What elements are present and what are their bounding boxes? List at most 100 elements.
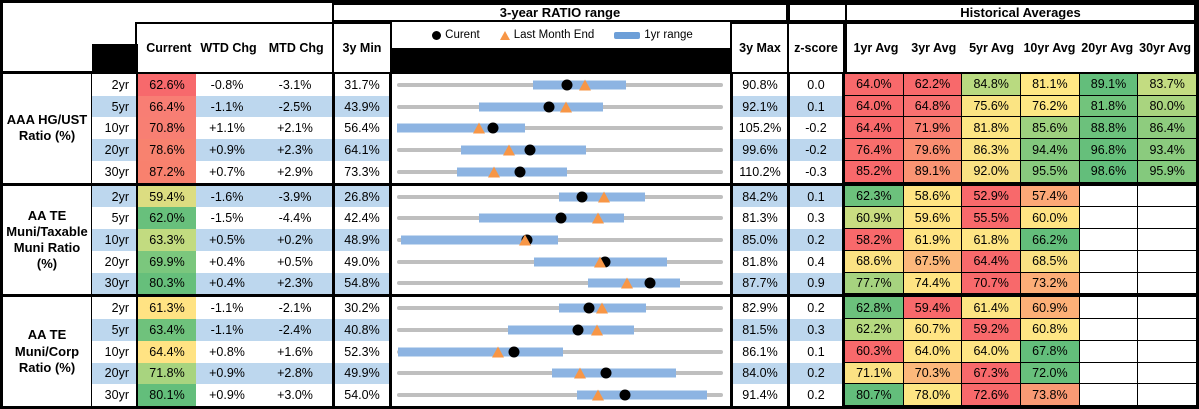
- last-month-triangle: [591, 324, 604, 336]
- avg-cell: [1079, 250, 1139, 273]
- range-bar-icon: [614, 31, 641, 39]
- avg-cell: [1138, 272, 1197, 295]
- avg-cell: 60.7%: [903, 319, 963, 341]
- last-month-triangle: [578, 79, 591, 91]
- 3y-max-cell: 82.9%: [733, 297, 790, 320]
- avg-cell: 83.7%: [1138, 74, 1197, 96]
- wtd-chg-cell: +1.1%: [209, 121, 245, 136]
- z-score-cell: 0.2: [790, 297, 845, 320]
- avg-cell: 64.8%: [903, 95, 963, 118]
- table-row: 5yr 66.4% -1.1% -2.5% 43.9% 92.1% 0.1 64.0% 64.8…: [92, 95, 1197, 118]
- 3y-max-cell: 81.8%: [733, 250, 790, 273]
- table-row: 10yr 63.3% +0.5% +0.2% 48.9% 85.0% 0.2 58.2% 61.…: [92, 229, 1197, 251]
- mtd-chg-cell: +3.0%: [258, 384, 335, 407]
- 3y-min-cell: 40.8%: [335, 319, 392, 341]
- tenor-cell: 5yr: [92, 319, 138, 341]
- 3y-max-cell: 81.3%: [733, 207, 790, 230]
- last-month-triangle: [596, 302, 609, 314]
- avg-cell: 70.7%: [962, 272, 1022, 295]
- avg-cell: 59.2%: [962, 319, 1022, 341]
- avg-cell: 75.6%: [962, 95, 1022, 118]
- z-score-cell: -0.3: [790, 160, 845, 183]
- z-score-cell: 0.9: [790, 272, 845, 295]
- 3y-max-header-text: 3y Max: [739, 41, 781, 55]
- avg-cell: 68.6%: [845, 250, 904, 273]
- avg-cell: [1079, 229, 1139, 251]
- last-month-triangle: [488, 166, 501, 178]
- avg-cell: 72.6%: [962, 384, 1022, 407]
- group-label: AA TE Muni/Corp Ratio (%): [3, 297, 92, 407]
- wtd-chg-cell: -1.5%: [210, 211, 244, 226]
- 3y-min-column-header: 3y Min: [332, 22, 392, 74]
- 1yr-range-bar: [551, 368, 677, 378]
- table-row: 5yr 62.0% -1.5% -4.4% 42.4% 81.3% 0.3 60.9% 59.6…: [92, 207, 1197, 230]
- tenor-header-black-cell: [92, 44, 138, 74]
- avg-cell: 95.9%: [1138, 160, 1197, 183]
- avg-cell: 81.8%: [962, 117, 1022, 140]
- last-month-triangle: [593, 256, 606, 268]
- range-plot: [397, 117, 723, 139]
- current-value-cell: 64.4%: [138, 340, 196, 363]
- avg-cell: [1079, 384, 1139, 407]
- avg-cell: 85.2%: [845, 160, 904, 183]
- range-chart-cell: [392, 362, 733, 385]
- avg-cell: 67.5%: [903, 250, 963, 273]
- table-row: 10yr 64.4% +0.8% +1.6% 52.3% 86.1% 0.1 60.3% 64.…: [92, 340, 1197, 363]
- historical-averages-title-text: Historical Averages: [960, 5, 1081, 20]
- avg-column-header: 20yr Avg: [1081, 41, 1134, 55]
- range-plot: [397, 341, 723, 363]
- range-chart-cell: [392, 229, 733, 251]
- z-score-cell: 0.1: [790, 95, 845, 118]
- current-value-cell: 61.3%: [138, 297, 196, 320]
- range-plot: [397, 273, 723, 295]
- avg-cell: 86.4%: [1138, 117, 1197, 140]
- avg-cell: 78.0%: [903, 384, 963, 407]
- tenor-cell: 30yr: [92, 384, 138, 407]
- range-plot: [397, 139, 723, 161]
- range-chart-cell: [392, 74, 733, 96]
- 3y-min-header-text: 3y Min: [342, 41, 382, 55]
- avg-cell: 80.7%: [845, 384, 904, 407]
- group-rows: 2yr 61.3% -1.1% -2.1% 30.2% 82.9% 0.2 62.8% 59.4…: [92, 297, 1197, 407]
- 3y-max-cell: 81.5%: [733, 319, 790, 341]
- avg-cell: [1138, 384, 1197, 407]
- wtd-chg-cell: +0.9%: [196, 362, 258, 385]
- current-value-cell: 71.8%: [138, 362, 196, 385]
- current-dot: [561, 79, 573, 91]
- avg-cell: 98.6%: [1079, 160, 1139, 183]
- avg-cell: 62.2%: [845, 319, 904, 341]
- current-value-cell: 66.4%: [138, 95, 196, 118]
- legend-last-month: Last Month End: [499, 29, 594, 41]
- range-track: [397, 393, 723, 398]
- avg-cell: 76.4%: [845, 139, 904, 161]
- last-month-triangle-icon: [499, 30, 510, 40]
- wtd-chg-cell: +0.5%: [196, 229, 258, 251]
- avg-cell: 67.3%: [962, 362, 1022, 385]
- avg-cell: [1138, 229, 1197, 251]
- 3y-min-cell: 49.9%: [335, 362, 392, 385]
- z-score-cell: 0.0: [790, 74, 845, 96]
- avg-cell: 61.4%: [962, 297, 1022, 320]
- avg-cell: [1079, 362, 1139, 385]
- avg-cell: [1079, 207, 1139, 230]
- current-value-cell: 59.4%: [138, 185, 196, 208]
- range-plot: [397, 207, 723, 229]
- 1yr-range-bar: [461, 145, 587, 155]
- table-body: AAA HG/UST Ratio (%) 2yr 62.6% -0.8% -3.1% 31…: [3, 74, 1197, 407]
- avg-cell: 62.2%: [903, 74, 963, 96]
- current-value-cell: 69.9%: [138, 250, 196, 273]
- current-dot: [600, 367, 612, 379]
- current-dot: [555, 212, 567, 224]
- current-dot: [524, 144, 536, 156]
- z-score-header-text: z-score: [794, 41, 838, 55]
- avg-cell: [1079, 319, 1139, 341]
- 1yr-range-bar: [479, 213, 625, 223]
- z-score-cell: 0.2: [790, 362, 845, 385]
- table-header: 3-year RATIO range Historical Averages C…: [3, 3, 1196, 74]
- avg-cell: 81.8%: [1079, 95, 1139, 118]
- table-row: 2yr 61.3% -1.1% -2.1% 30.2% 82.9% 0.2 62.8% 59.4…: [92, 297, 1197, 320]
- avg-cell: 70.3%: [903, 362, 963, 385]
- tenor-cell: 20yr: [92, 250, 138, 273]
- range-plot: [397, 363, 723, 385]
- avg-cell: 60.3%: [845, 340, 904, 363]
